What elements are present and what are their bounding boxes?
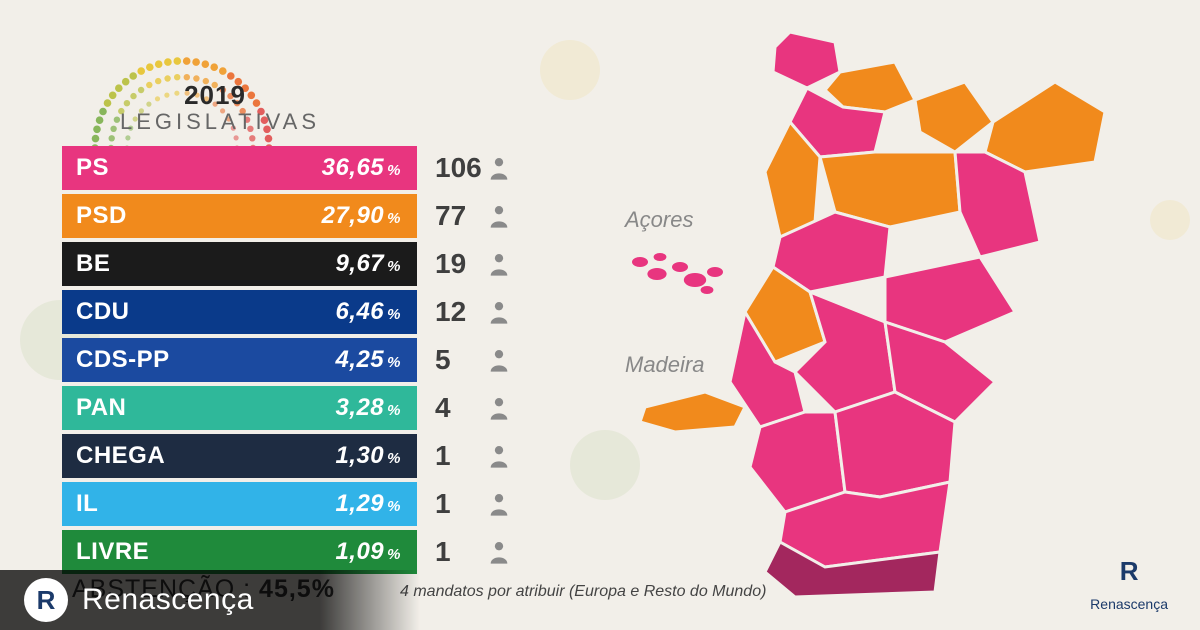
party-seats: 106 <box>417 146 547 190</box>
party-pct: 9,67% <box>335 250 401 278</box>
district-braganca <box>985 82 1105 172</box>
party-name: IL <box>76 490 98 518</box>
party-name: CDU <box>76 298 130 326</box>
map-label-acores: Açores <box>625 207 693 233</box>
party-seats: 12 <box>417 290 547 334</box>
result-row-livre: LIVRE 1,09% 1 <box>62 530 567 574</box>
header-title-block: 2019 LEGISLATIVAS <box>120 80 310 135</box>
result-bar: PSD 27,90% <box>62 194 417 238</box>
party-pct: 1,09% <box>335 538 401 566</box>
party-seats: 77 <box>417 194 547 238</box>
result-bar: CDU 6,46% <box>62 290 417 334</box>
party-pct: 27,90% <box>322 202 401 230</box>
result-bar: LIVRE 1,09% <box>62 530 417 574</box>
acores-island-0 <box>632 257 648 267</box>
acores-island-2 <box>647 268 666 280</box>
result-row-pan: PAN 3,28% 4 <box>62 386 567 430</box>
acores-island-3 <box>672 262 688 272</box>
result-row-il: IL 1,29% 1 <box>62 482 567 526</box>
header-year: 2019 <box>120 80 310 111</box>
result-bar: CDS-PP 4,25% <box>62 338 417 382</box>
map-label-madeira: Madeira <box>625 352 704 378</box>
party-seats: 19 <box>417 242 547 286</box>
district-madeira <box>640 392 745 432</box>
results-table: PS 36,65% 106 PSD 27,90% 77 BE 9,67% 19 CDU 6,46% 1… <box>62 146 567 578</box>
acores-island-4 <box>684 273 706 287</box>
acores-island-1 <box>654 253 667 261</box>
party-pct: 36,65% <box>322 154 401 182</box>
party-seats: 5 <box>417 338 547 382</box>
party-name: PS <box>76 154 109 182</box>
result-row-psd: PSD 27,90% 77 <box>62 194 567 238</box>
result-bar: PS 36,65% <box>62 146 417 190</box>
party-name: CDS-PP <box>76 346 170 374</box>
party-name: LIVRE <box>76 538 149 566</box>
party-pct: 3,28% <box>335 394 401 422</box>
party-name: PAN <box>76 394 126 422</box>
party-seats: 4 <box>417 386 547 430</box>
brand-corner: R Renascença <box>1090 548 1168 612</box>
brand-name: Renascença <box>82 583 254 617</box>
result-row-ps: PS 36,65% 106 <box>62 146 567 190</box>
result-bar: PAN 3,28% <box>62 386 417 430</box>
brand-footer: R Renascença <box>0 570 520 630</box>
party-seats: 1 <box>417 530 547 574</box>
party-seats: 1 <box>417 434 547 478</box>
party-seats: 1 <box>417 482 547 526</box>
party-name: CHEGA <box>76 442 165 470</box>
party-name: BE <box>76 250 110 278</box>
brand-corner-icon: R <box>1106 548 1152 594</box>
acores-island-5 <box>707 267 723 277</box>
result-row-chega: CHEGA 1,30% 1 <box>62 434 567 478</box>
party-pct: 1,29% <box>335 490 401 518</box>
result-row-cds-pp: CDS-PP 4,25% 5 <box>62 338 567 382</box>
acores-island-6 <box>701 286 714 294</box>
header-title: LEGISLATIVAS <box>120 109 310 135</box>
brand-logo-icon: R <box>24 578 68 622</box>
party-pct: 6,46% <box>335 298 401 326</box>
district-vila-real <box>915 82 993 152</box>
result-bar: IL 1,29% <box>62 482 417 526</box>
result-bar: BE 9,67% <box>62 242 417 286</box>
page: 2019 LEGISLATIVAS PS 36,65% 106 PSD 27,90% 77… <box>0 0 1200 630</box>
party-pct: 1,30% <box>335 442 401 470</box>
district-viana-do-castelo <box>773 32 840 88</box>
map-area: Açores Madeira <box>585 12 1185 612</box>
portugal-map <box>585 12 1185 612</box>
result-row-be: BE 9,67% 19 <box>62 242 567 286</box>
party-pct: 4,25% <box>335 346 401 374</box>
party-name: PSD <box>76 202 127 230</box>
result-row-cdu: CDU 6,46% 12 <box>62 290 567 334</box>
result-bar: CHEGA 1,30% <box>62 434 417 478</box>
brand-corner-name: Renascença <box>1090 596 1168 612</box>
